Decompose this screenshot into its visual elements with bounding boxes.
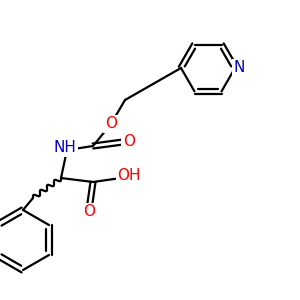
Text: NH: NH xyxy=(54,140,76,155)
Text: O: O xyxy=(123,134,135,149)
Text: OH: OH xyxy=(117,169,141,184)
Text: O: O xyxy=(83,205,95,220)
Text: O: O xyxy=(105,116,117,131)
Text: N: N xyxy=(233,61,245,76)
